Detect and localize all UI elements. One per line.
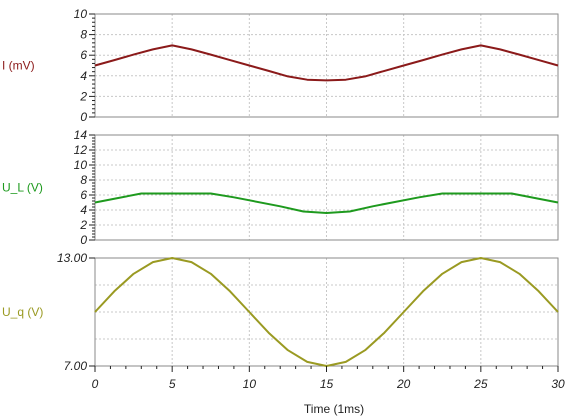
x-tick-label: 10: [243, 377, 257, 391]
x-tick-label: 15: [320, 377, 334, 391]
y-tick-label: 14: [74, 128, 88, 142]
y-tick-label: 2: [79, 218, 87, 232]
x-axis-label: Time (1ms): [304, 402, 364, 416]
y-tick-label: 6: [80, 188, 87, 202]
y-tick-label: 13.00: [57, 251, 87, 265]
x-tick-label: 20: [396, 377, 411, 391]
x-tick-label: 0: [92, 377, 99, 391]
y-tick-label: 10: [74, 158, 88, 172]
x-tick-label: 5: [169, 377, 176, 391]
y-tick-label: 4: [80, 203, 87, 217]
y-tick-label: 7.00: [64, 359, 88, 373]
y-tick-label: 8: [80, 173, 87, 187]
plot-frame: [94, 134, 559, 241]
y-tick-label: 2: [79, 89, 87, 103]
y-axis-label: U_q (V): [2, 305, 43, 319]
y-tick-label: 12: [74, 143, 88, 157]
y-tick-label: 8: [80, 28, 87, 42]
y-tick-label: 0: [80, 110, 87, 124]
y-tick-label: 0: [80, 233, 87, 247]
y-tick-label: 10: [74, 7, 88, 21]
plot-frame: [94, 13, 559, 118]
series-line: [94, 44, 559, 82]
y-axis-label: U_L (V): [2, 181, 43, 195]
y-axis-label: I (mV): [2, 59, 35, 73]
x-tick-label: 30: [551, 377, 565, 391]
series-line: [94, 192, 559, 214]
x-tick-label: 25: [473, 377, 488, 391]
y-tick-label: 4: [80, 69, 87, 83]
y-tick-label: 6: [80, 48, 87, 62]
